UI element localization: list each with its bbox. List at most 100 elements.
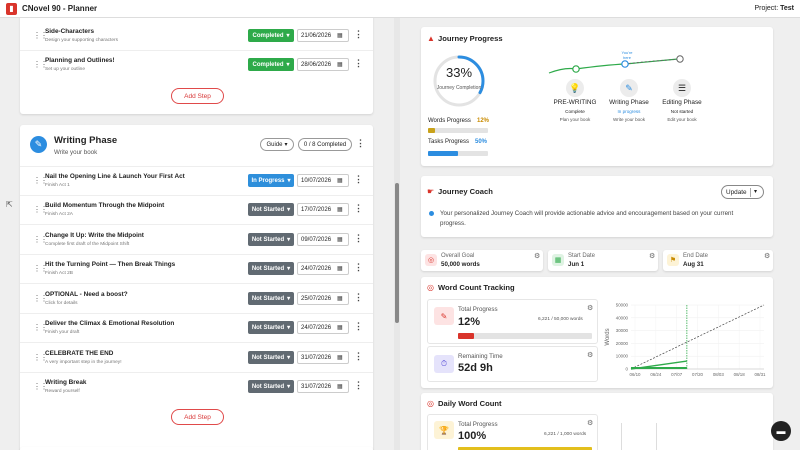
info-value: Aug 31	[683, 261, 704, 268]
status-dropdown[interactable]: Completed ▾	[248, 29, 294, 42]
step-subtitle: Complete first draft of the Midpoint Shi…	[45, 242, 130, 247]
due-date-field[interactable]: 17/07/2026 ▦	[297, 203, 349, 216]
due-date-value: 31/07/2026	[301, 383, 332, 390]
step-row[interactable]: ⋮⋮ Writing Break Reward yourself Not Sta…	[20, 373, 373, 402]
step-row[interactable]: ⋮⋮ Deliver the Climax & Emotional Resolu…	[20, 314, 373, 343]
more-options-icon[interactable]: ⋮	[354, 380, 363, 390]
due-date-field[interactable]: 24/07/2026 ▦	[297, 262, 349, 275]
due-date-value: 17/07/2026	[301, 206, 332, 213]
gear-icon[interactable]: ⚙	[587, 352, 594, 359]
due-date-field[interactable]: 31/07/2026 ▦	[297, 380, 349, 393]
add-step-button[interactable]: Add Step	[171, 88, 224, 104]
gear-icon[interactable]: ⚙	[764, 253, 771, 260]
update-button[interactable]: Update ▾	[721, 185, 764, 199]
panel-title: Daily Word Count	[438, 399, 502, 408]
step-title: Side-Characters	[45, 28, 95, 35]
drag-handle-icon[interactable]: ⋮⋮	[33, 176, 48, 185]
step-row[interactable]: ⋮⋮ Build Momentum Through the Midpoint F…	[20, 196, 373, 225]
due-date-field[interactable]: 10/07/2026 ▦	[297, 174, 349, 187]
chevron-down-icon: ▾	[287, 296, 291, 302]
add-step-button[interactable]: Add Step	[171, 409, 224, 425]
app-logo-icon: ▮	[6, 2, 17, 15]
scrollbar-thumb[interactable]	[395, 183, 399, 323]
guide-button[interactable]: Guide ▾	[260, 138, 294, 151]
more-options-icon[interactable]: ⋮	[354, 321, 363, 331]
due-date-field[interactable]: 31/07/2026 ▦	[297, 351, 349, 364]
status-dropdown[interactable]: Not Started ▾	[248, 321, 294, 334]
calendar-icon: ▦	[337, 384, 343, 390]
status-dropdown[interactable]: Completed ▾	[248, 58, 294, 71]
status-dropdown[interactable]: Not Started ▾	[248, 203, 294, 216]
status-label: In Progress	[251, 177, 285, 184]
drag-handle-icon[interactable]: ⋮⋮	[33, 264, 48, 273]
project-label: Project:	[754, 5, 779, 12]
step-row[interactable]: ⋮⋮ Hit the Turning Point — Then Break Th…	[20, 255, 373, 284]
drag-handle-icon[interactable]: ⋮⋮	[33, 31, 48, 40]
step-title: CELEBRATE THE END	[45, 350, 114, 357]
due-date-field[interactable]: 21/06/2026 ▦	[297, 29, 349, 42]
gear-icon[interactable]: ⚙	[587, 305, 594, 312]
stage-marker	[572, 65, 580, 73]
step-row[interactable]: ⋮⋮ Change It Up: Write the Midpoint Comp…	[20, 226, 373, 255]
status-dropdown[interactable]: Not Started ▾	[248, 351, 294, 364]
chevron-down-icon[interactable]: ▾	[754, 189, 758, 195]
more-options-icon[interactable]: ⋮	[354, 292, 363, 302]
chevron-down-icon: ▾	[286, 33, 290, 39]
gear-icon[interactable]: ⚙	[649, 253, 656, 260]
status-dropdown[interactable]: Not Started ▾	[248, 233, 294, 246]
step-row[interactable]: ⋮⋮ OPTIONAL - Need a boost? Click for de…	[20, 285, 373, 314]
step-row[interactable]: ⋮⋮ Planning and Outlines! Set up your ou…	[20, 51, 373, 80]
chat-icon[interactable]: ▬	[771, 421, 791, 441]
more-options-icon[interactable]: ⋮	[354, 58, 363, 68]
more-options-icon[interactable]: ⋮	[354, 262, 363, 272]
current-stage-marker	[621, 60, 629, 68]
due-date-field[interactable]: 25/07/2026 ▦	[297, 292, 349, 305]
stopwatch-icon: ⏱	[434, 355, 454, 373]
scrollbar[interactable]	[394, 18, 400, 450]
prev-phase-card: ⋮⋮ Side-Characters Design your supportin…	[20, 18, 373, 114]
words-progress-label: Words Progress	[428, 118, 471, 124]
drag-handle-icon[interactable]: ⋮⋮	[33, 382, 48, 391]
info-label: End Date	[683, 253, 709, 259]
due-date-field[interactable]: 24/07/2026 ▦	[297, 321, 349, 334]
you-are-here-label: You're here	[621, 50, 633, 60]
status-dropdown[interactable]: In Progress ▾	[248, 174, 294, 187]
more-options-icon[interactable]: ⋮	[354, 174, 363, 184]
due-date-value: 24/07/2026	[301, 265, 332, 272]
step-row[interactable]: ⋮⋮ Side-Characters Design your supportin…	[20, 22, 373, 51]
more-options-icon[interactable]: ⋮	[354, 203, 363, 213]
more-options-icon[interactable]: ⋮	[354, 29, 363, 39]
drag-handle-icon[interactable]: ⋮⋮	[33, 294, 48, 303]
stage-description: Write your book	[612, 117, 646, 122]
status-dropdown[interactable]: Not Started ▾	[248, 292, 294, 305]
status-dropdown[interactable]: Not Started ▾	[248, 262, 294, 275]
drag-handle-icon[interactable]: ⋮⋮	[33, 323, 48, 332]
info-dot-icon	[429, 211, 434, 216]
more-options-icon[interactable]: ⋮	[356, 138, 365, 148]
due-date-field[interactable]: 09/07/2026 ▦	[297, 233, 349, 246]
due-date-field[interactable]: 28/06/2026 ▦	[297, 58, 349, 71]
gear-icon[interactable]: ⚙	[587, 420, 594, 427]
completed-count-button[interactable]: 0 / 8 Completed	[298, 138, 352, 151]
drag-handle-icon[interactable]: ⋮⋮	[33, 353, 48, 362]
stage-state: In progress	[617, 109, 641, 114]
daily-progress-fill	[458, 447, 592, 450]
list-icon: ☰	[673, 79, 691, 97]
chevron-down-icon: ▾	[284, 142, 288, 148]
info-label: Start Date	[568, 253, 596, 259]
drag-handle-icon[interactable]: ⋮⋮	[33, 205, 48, 214]
stage-marker	[676, 55, 684, 63]
stage-state: Not started	[670, 109, 694, 114]
gear-icon[interactable]: ⚙	[534, 253, 541, 260]
calendar-icon: ▦	[337, 266, 343, 272]
more-options-icon[interactable]: ⋮	[354, 351, 363, 361]
more-options-icon[interactable]: ⋮	[354, 233, 363, 243]
status-dropdown[interactable]: Not Started ▾	[248, 380, 294, 393]
drag-handle-icon[interactable]: ⋮⋮	[33, 60, 48, 69]
drag-handle-icon[interactable]: ⋮⋮	[33, 235, 48, 244]
step-row[interactable]: ⋮⋮ CELEBRATE THE END A very important st…	[20, 344, 373, 373]
calendar-icon: ▦	[337, 237, 343, 243]
chart-x-tick-label: 08/31	[755, 372, 767, 377]
mouse-cursor-icon: ⇱	[6, 200, 13, 209]
step-row[interactable]: ⋮⋮ Nail the Opening Line & Launch Your F…	[20, 167, 373, 196]
